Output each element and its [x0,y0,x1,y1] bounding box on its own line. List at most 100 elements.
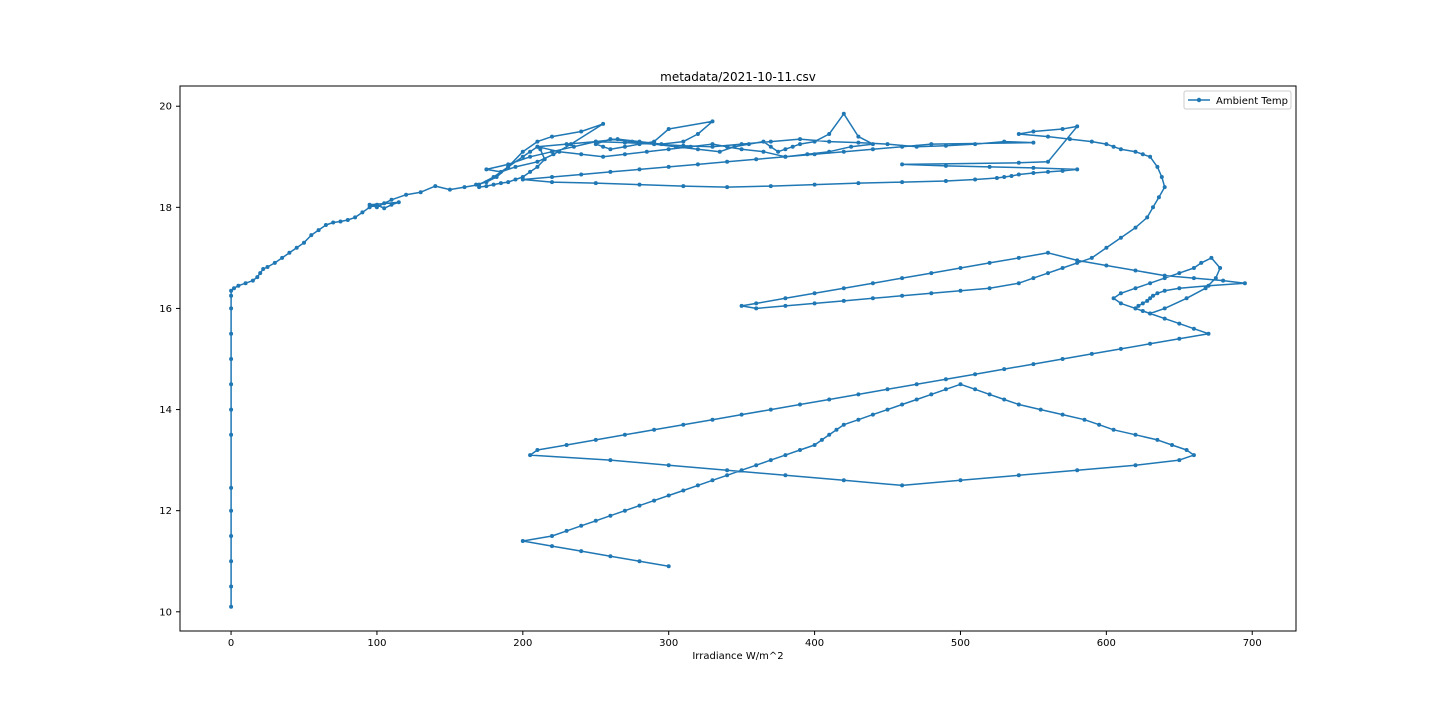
data-point [1191,266,1196,270]
data-point [622,144,627,149]
data-point [812,182,817,187]
data-point [1133,306,1138,311]
data-point [929,271,934,276]
data-point [520,154,525,159]
data-point [550,534,554,538]
data-point [812,152,817,157]
data-point [943,377,948,382]
data-point [1177,336,1182,341]
data-point [474,182,479,187]
data-point [958,288,963,293]
data-point [798,137,802,142]
data-point [272,260,277,265]
data-point [1016,281,1021,286]
data-point [622,432,627,437]
data-point [900,276,905,281]
data-point [754,463,759,468]
data-point [316,228,321,233]
data-point [900,293,905,298]
data-point [1111,144,1116,149]
data-point [1151,205,1155,210]
y-tick-label: 12 [159,506,172,517]
x-axis-ticks: 0 100 200 300 400 500 600 700 [228,631,1262,649]
data-point [1097,422,1102,427]
data-point [229,382,234,387]
data-point [280,255,285,260]
data-point [732,144,737,149]
data-point [1002,139,1007,144]
data-point [739,468,744,473]
data-point [1148,296,1153,301]
data-point [513,177,518,182]
data-point [1016,132,1021,136]
data-point [987,164,992,169]
data-point [579,523,584,528]
data-point [943,179,948,183]
data-point [418,190,423,195]
data-point [433,184,438,189]
data-point [1206,283,1211,288]
data-point [1060,412,1065,417]
data-point [725,185,730,190]
data-point [695,483,700,488]
data-point [739,412,744,417]
data-point [637,559,642,564]
data-point [564,142,569,147]
data-point [914,144,919,149]
data-point [535,144,540,149]
data-point [666,127,671,131]
data-point [856,134,861,139]
data-point [841,422,846,427]
data-point [841,111,846,116]
data-point [688,144,693,149]
data-point [382,206,387,211]
plot-frame [179,85,1297,632]
data-point [535,159,540,164]
data-point [484,184,489,189]
data-point [1213,276,1218,281]
data-point [229,331,234,336]
data-point [1133,149,1138,154]
data-point [579,549,584,554]
data-point [622,152,627,157]
data-point [812,139,817,144]
data-point [710,478,715,483]
data-point [1118,291,1123,296]
x-tick-label: 0 [228,638,234,649]
data-point [550,180,554,185]
data-point [973,142,978,147]
data-point [1016,172,1021,177]
data-point [528,154,533,159]
data-point [1140,152,1145,157]
data-point [1170,443,1174,447]
data-point [674,144,678,149]
data-point [550,134,554,139]
plot-area: 0 100 200 300 400 500 600 700 10 12 14 16 18 20 [159,85,1297,649]
data-point [761,139,766,144]
data-point [1206,331,1211,336]
data-point [389,197,394,202]
data-point [229,559,234,564]
data-point [1159,175,1164,179]
data-point [754,301,759,306]
data-point [389,202,394,207]
data-point [1242,281,1247,286]
data-point [885,142,890,147]
data-point [520,539,525,543]
data-point [695,132,700,136]
data-point [943,163,948,168]
data-point [622,508,627,513]
data-point [1046,134,1050,139]
data-point [768,139,773,144]
data-point [1162,276,1167,281]
data-point [250,278,255,283]
data-point [615,137,620,142]
data-point [1060,127,1065,131]
data-point [768,407,773,412]
data-point [550,175,554,179]
data-point [1148,281,1153,286]
data-point [725,144,730,149]
data-point [506,180,511,185]
data-point [849,144,854,149]
data-point [768,144,773,149]
